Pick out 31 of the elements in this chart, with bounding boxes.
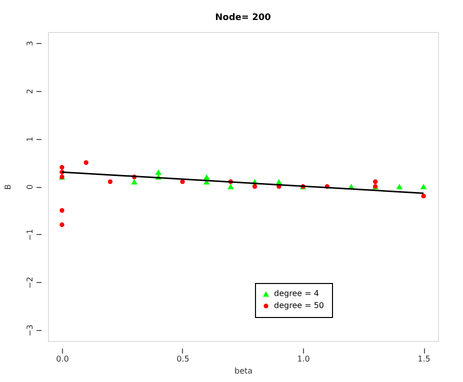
point — [252, 184, 258, 189]
point — [228, 184, 234, 190]
y-tick-label: −2 — [26, 276, 34, 289]
x-tick-label: 1.0 — [297, 354, 310, 364]
point — [60, 165, 64, 170]
y-tick-label: 0 — [26, 184, 34, 190]
legend-label: degree = 50 — [274, 301, 324, 310]
point — [108, 179, 113, 184]
y-tick-label: 2 — [26, 88, 34, 94]
point — [180, 179, 185, 184]
point — [60, 208, 64, 213]
x-tick-label: 1.5 — [418, 354, 430, 364]
point — [60, 222, 64, 228]
y-tick-label: −1 — [26, 228, 34, 241]
point — [421, 194, 426, 198]
y-tick-label: 1 — [26, 136, 34, 142]
point — [396, 184, 403, 190]
point — [131, 178, 138, 184]
y-tick-label: 3 — [26, 40, 34, 46]
point — [203, 174, 210, 180]
chart-title: Node= 200 — [215, 13, 271, 23]
x-axis-title: beta — [234, 366, 253, 376]
x-tick-label: 0.5 — [176, 354, 190, 364]
y-axis-title: B — [4, 184, 12, 190]
point — [155, 169, 162, 175]
point — [420, 184, 427, 190]
x-tick-label: 0.0 — [56, 354, 69, 364]
point — [84, 160, 88, 165]
point — [372, 179, 378, 184]
y-tick-label: −3 — [26, 324, 34, 336]
legend-label: degree = 4 — [274, 289, 319, 298]
